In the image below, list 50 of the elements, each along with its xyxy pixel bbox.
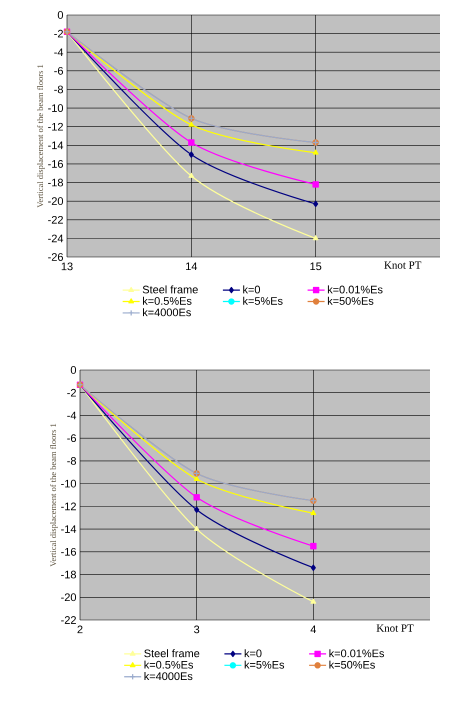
y-tick-label: -10 <box>48 104 64 112</box>
y-tick-label: -4 <box>67 412 76 420</box>
y-tick-label: -18 <box>48 178 63 186</box>
x-axis-title: Knot PT <box>384 262 422 269</box>
y-tick-label: -14 <box>61 525 76 533</box>
legend-label: k=50%Es <box>329 660 375 669</box>
y-tick-label: -2 <box>67 388 76 397</box>
y-tick-label: -16 <box>48 160 63 168</box>
legend-label: k=4000Es <box>143 308 191 316</box>
y-tick-label: -6 <box>54 66 63 75</box>
legend-label: k=0 <box>244 649 262 658</box>
x-tick-label: 3 <box>194 626 200 634</box>
legend-label: k=50%Es <box>328 296 374 305</box>
y-tick-label: -20 <box>61 593 76 602</box>
y-tick-label: -22 <box>61 616 76 624</box>
y-tick-label: -14 <box>48 142 64 150</box>
y-tick-label: 0 <box>70 366 76 374</box>
y-tick-label: -10 <box>61 480 76 488</box>
legend-label: k=0.01%Es <box>328 285 383 294</box>
y-tick-label: -12 <box>61 502 76 510</box>
y-tick-label: -12 <box>48 122 63 131</box>
legend-label: k=4000Es <box>144 672 192 680</box>
y-tick-label: -8 <box>67 457 76 465</box>
y-axis-title: Vertical displacement of the beam floors 1 <box>37 64 45 208</box>
y-tick-label: -24 <box>48 234 64 242</box>
y-tick-label: -18 <box>61 570 76 578</box>
x-tick-label: 13 <box>62 262 73 270</box>
y-tick-label: -4 <box>54 48 64 56</box>
y-tick-label: -2 <box>54 30 63 38</box>
x-axis-title: Knot PT <box>376 624 414 632</box>
x-tick-label: 2 <box>78 626 82 634</box>
legend-label: Steel frame <box>142 285 198 294</box>
y-tick-label: -8 <box>54 86 63 94</box>
x-tick-label: 14 <box>186 262 198 270</box>
x-tick-label: 15 <box>310 262 322 270</box>
y-tick-label: -22 <box>48 216 63 224</box>
y-tick-label: -26 <box>48 253 63 261</box>
legend-label: k=0.5%Es <box>143 296 192 305</box>
y-tick-label: 0 <box>58 11 64 19</box>
y-tick-label: -20 <box>48 197 64 206</box>
legend-label: k=0.01%Es <box>329 649 384 658</box>
y-tick-label: -6 <box>67 434 76 442</box>
legend-label: k=5%Es <box>243 296 283 305</box>
x-tick-label: 4 <box>310 626 316 634</box>
y-axis-title: Vertical displacement of the beam floors 1 <box>50 424 58 567</box>
y-tick-label: -16 <box>61 548 76 556</box>
legend-label: Steel frame <box>144 649 200 658</box>
legend-label: k=0.5%Es <box>144 660 194 669</box>
legend-label: k=5%Es <box>244 660 284 669</box>
legend-label: k=0 <box>243 285 260 294</box>
